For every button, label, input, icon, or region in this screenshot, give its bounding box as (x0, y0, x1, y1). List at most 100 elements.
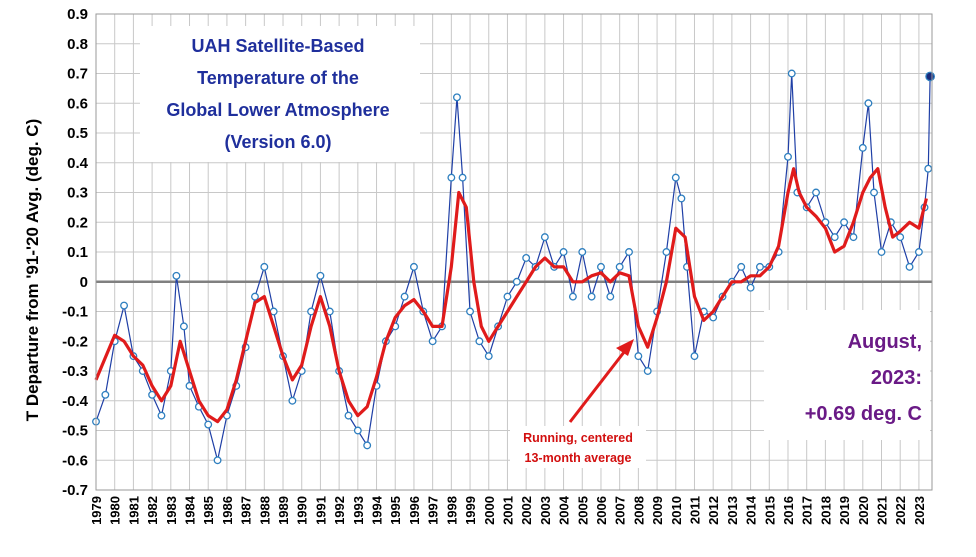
latest-value-line-3: +0.69 deg. C (805, 403, 922, 425)
x-tick-label: 2012 (706, 496, 721, 525)
y-tick-label: 0.5 (67, 125, 88, 142)
monthly-point (288, 396, 297, 405)
monthly-point (587, 292, 596, 301)
monthly-point (344, 411, 353, 420)
y-tick-label: 0.7 (67, 66, 88, 83)
monthly-point (458, 173, 467, 182)
x-tick-label: 2001 (500, 496, 515, 525)
running-average-series (94, 167, 928, 424)
monthly-point (559, 248, 568, 256)
monthly-point (484, 352, 493, 361)
x-tick-label: 2022 (893, 496, 908, 525)
monthly-point (615, 262, 624, 271)
y-tick-label: 0.4 (67, 155, 89, 172)
x-tick-label: 2017 (800, 496, 815, 525)
title-box (140, 26, 420, 162)
x-tick-label: 1987 (239, 496, 254, 525)
monthly-point (447, 173, 456, 182)
annotation-arrow-shaft (568, 346, 630, 423)
monthly-point (662, 248, 671, 256)
x-tick-label: 1999 (463, 496, 478, 525)
monthly-point (864, 99, 873, 108)
monthly-point (634, 352, 643, 361)
x-tick-label: 1979 (89, 496, 104, 525)
x-tick-label: 1990 (295, 496, 310, 525)
x-tick-label: 2015 (762, 496, 777, 525)
y-tick-label: -0.4 (62, 393, 89, 410)
running-average-line (94, 167, 928, 424)
title-line-4: (Version 6.0) (224, 132, 331, 152)
annotation-box (510, 426, 646, 468)
monthly-point (690, 352, 699, 361)
monthly-point (260, 262, 269, 271)
monthly-point (905, 262, 914, 271)
x-tick-label: 1985 (201, 496, 216, 525)
monthly-point (251, 292, 259, 301)
title-line-1: UAH Satellite-Based (191, 36, 364, 56)
y-tick-label: -0.1 (62, 304, 88, 321)
monthly-point (213, 456, 222, 465)
annotation-arrow-head (616, 339, 634, 356)
y-tick-label: -0.6 (62, 452, 88, 469)
y-tick-label: -0.5 (62, 423, 88, 440)
x-tick-label: 2018 (818, 496, 833, 525)
monthly-point (746, 283, 755, 292)
x-axis-ticks: 1979 1980 1981 1982 1983 1984 1985 1986 1987 1988… (89, 495, 927, 525)
x-tick-label: 1998 (444, 496, 459, 525)
monthly-point (840, 218, 849, 227)
y-axis-ticks: 0.9 0.8 0.7 0.6 0.5 0.4 0.3 0.2 0.1 0 -0.1 -0.2 -0.3… (62, 6, 89, 499)
x-tick-label: 1980 (108, 496, 123, 525)
x-tick-label: 1993 (351, 496, 366, 525)
x-tick-label: 2020 (856, 496, 871, 525)
monthly-point (896, 233, 905, 242)
x-tick-label: 2005 (575, 496, 590, 525)
monthly-point (787, 69, 796, 78)
monthly-point (755, 262, 764, 271)
monthly-point (877, 248, 886, 256)
latest-value-line-2: 2023: (871, 367, 922, 389)
monthly-point (148, 390, 157, 399)
y-axis-label: T Departure from '91-'20 Avg. (deg. C) (23, 119, 42, 422)
monthly-point (503, 292, 512, 301)
monthly-point (400, 292, 409, 301)
monthly-point (709, 313, 718, 322)
monthly-point (540, 233, 549, 242)
plot-border (95, 13, 933, 491)
x-tick-label: 1991 (313, 496, 328, 525)
monthly-point (812, 188, 820, 197)
x-tick-label: 2006 (594, 496, 609, 525)
monthly-point (849, 233, 858, 242)
title-line-3: Global Lower Atmosphere (166, 100, 389, 120)
y-tick-label: 0.6 (67, 95, 88, 112)
monthly-point (157, 411, 166, 420)
latest-value-line-1: August, (848, 331, 922, 353)
x-tick-label: 1982 (145, 496, 160, 525)
x-tick-label: 1988 (257, 496, 272, 525)
x-tick-label: 2002 (519, 496, 534, 525)
x-tick-label: 1983 (164, 496, 179, 525)
monthly-point (101, 390, 110, 399)
monthly-point (428, 337, 437, 346)
x-tick-label: 2008 (631, 496, 646, 525)
monthly-point (568, 292, 577, 301)
monthly-point (204, 420, 213, 429)
x-tick-label: 2011 (687, 496, 702, 524)
x-tick-label: 2013 (725, 496, 740, 525)
monthly-point (677, 194, 686, 203)
y-tick-label: 0.3 (67, 185, 88, 202)
monthly-point (924, 164, 933, 173)
title-line-2: Temperature of the (197, 68, 359, 88)
monthly-point (179, 322, 188, 331)
x-tick-label: 1981 (126, 496, 141, 525)
x-tick-label: 2016 (781, 496, 796, 525)
monthly-point (643, 367, 652, 375)
monthly-point (353, 426, 362, 435)
x-tick-label: 2004 (557, 495, 572, 525)
monthly-point (671, 173, 680, 182)
x-tick-label: 2023 (912, 496, 927, 525)
monthly-point (578, 248, 587, 256)
x-tick-label: 2010 (669, 496, 684, 525)
monthly-point (316, 271, 325, 280)
x-tick-label: 1995 (388, 496, 403, 525)
monthly-point (363, 441, 372, 450)
